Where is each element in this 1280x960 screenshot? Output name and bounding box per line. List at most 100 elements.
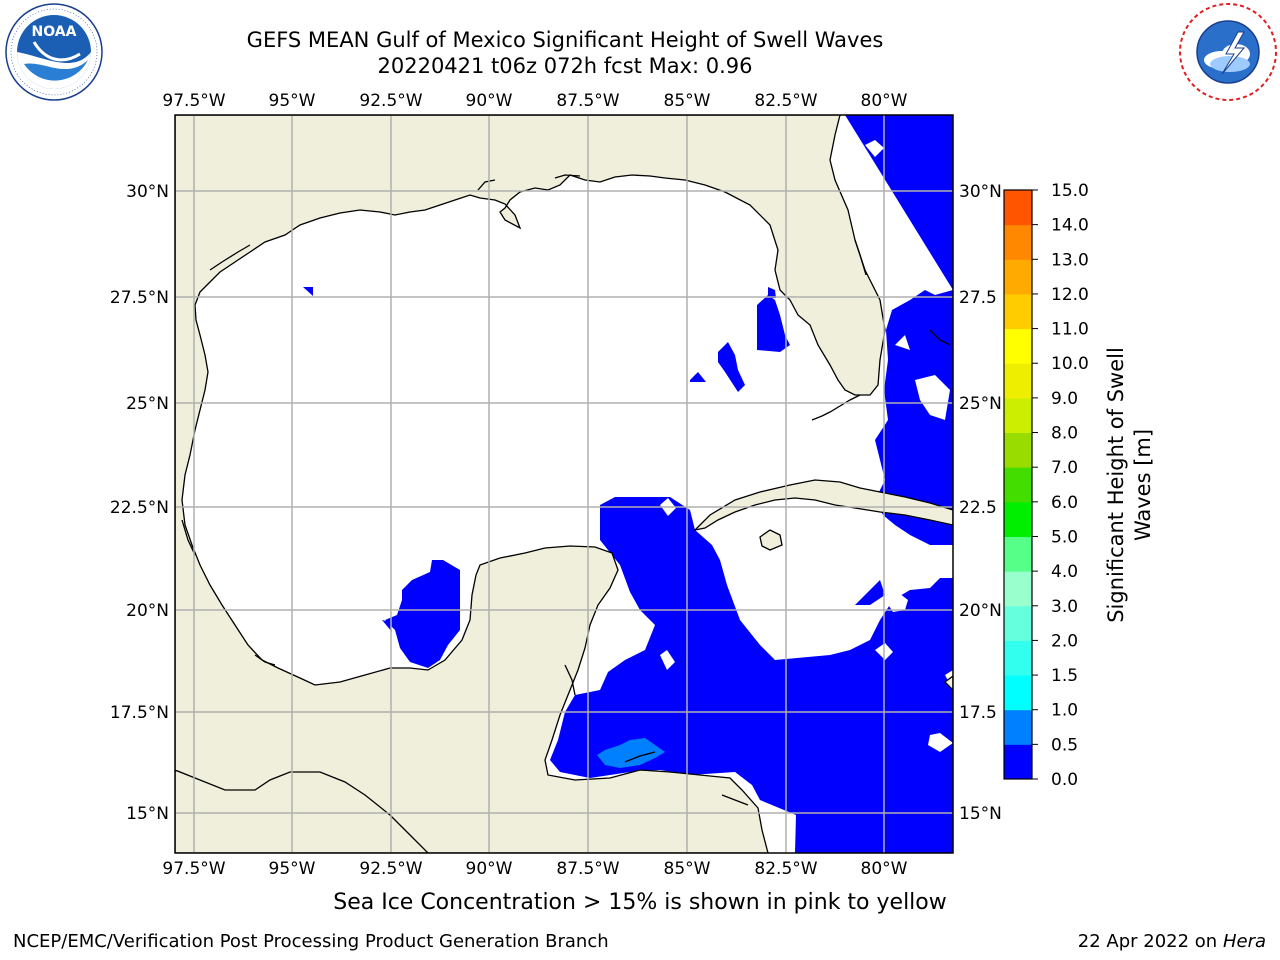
lon-label: 82.5°W xyxy=(754,859,817,879)
lat-label: 22.5 xyxy=(959,498,997,518)
colorbar-tick-label: 11.0 xyxy=(1051,320,1089,340)
colorbar-tick-label: 14.0 xyxy=(1051,216,1089,236)
lon-label: 92.5°W xyxy=(359,859,422,879)
lat-labels-right: 30°N 27.5 25°N 22.5 20°N 17.5 15°N xyxy=(959,182,1002,824)
lat-label: 17.5°N xyxy=(110,703,169,723)
lon-label: 97.5°W xyxy=(162,859,225,879)
land xyxy=(175,115,953,853)
sea-ice-note: Sea Ice Concentration > 15% is shown in … xyxy=(333,890,947,915)
lon-label: 97.5°W xyxy=(162,91,225,111)
lon-label: 95°W xyxy=(269,859,316,879)
colorbar-segment xyxy=(1004,709,1032,745)
colorbar-tick-label: 10.0 xyxy=(1051,354,1089,374)
land-north-america xyxy=(175,115,886,853)
colorbar-tick-label: 15.0 xyxy=(1051,181,1089,201)
lon-labels-bottom: 97.5°W 95°W 92.5°W 90°W 87.5°W 85°W 82.5… xyxy=(162,859,907,879)
swell-region-yucatan-west xyxy=(385,560,460,668)
colorbar-segment xyxy=(1004,571,1032,607)
lon-label: 85°W xyxy=(664,91,711,111)
noaa-logo: NOAA xyxy=(5,3,103,101)
lon-label: 82.5°W xyxy=(754,91,817,111)
footer-host: Hera xyxy=(1222,931,1266,952)
swell-patch-gulf-mid xyxy=(718,342,745,392)
graticule xyxy=(175,115,953,853)
colorbar-tick-label: 0.5 xyxy=(1051,735,1078,755)
footer-date-text: 22 Apr 2022 on xyxy=(1077,931,1223,952)
swell-patch-gulf-nw xyxy=(303,287,313,296)
colorbar-label-line1: Significant Height of Swell xyxy=(1104,347,1128,623)
noaa-logo-text: NOAA xyxy=(32,24,77,40)
lon-label: 87.5°W xyxy=(556,859,619,879)
lat-label: 30°N xyxy=(959,182,1002,202)
colorbar-tick-label: 0.0 xyxy=(1051,770,1078,790)
land-hispaniola-edge xyxy=(944,675,953,691)
colorbar-segment xyxy=(1004,190,1032,226)
lat-label: 20°N xyxy=(959,601,1002,621)
colorbar-segment xyxy=(1004,536,1032,572)
lat-label: 20°N xyxy=(126,601,169,621)
colorbar-segment xyxy=(1004,328,1032,364)
lat-label: 17.5 xyxy=(959,703,997,723)
colorbar-segment xyxy=(1004,605,1032,641)
lon-label: 87.5°W xyxy=(556,91,619,111)
swell-region-caribbean xyxy=(550,497,953,853)
colorbar-tick-label: 7.0 xyxy=(1051,458,1078,478)
land-cuba xyxy=(693,479,953,532)
colorbar-tick-label: 8.0 xyxy=(1051,424,1078,444)
colorbar-segment xyxy=(1004,259,1032,295)
swell-patch-gulf-small xyxy=(690,372,706,382)
colorbar xyxy=(1003,189,1033,780)
lon-label: 90°W xyxy=(466,91,513,111)
lat-label: 27.5 xyxy=(959,288,997,308)
swell-region-east-atlantic xyxy=(845,115,953,545)
colorbar-segment xyxy=(1004,501,1032,537)
swell-region-honduras-light xyxy=(597,738,665,768)
colorbar-tick-label: 4.0 xyxy=(1051,562,1078,582)
colorbar-tick-label: 1.0 xyxy=(1051,701,1078,721)
lon-label: 80°W xyxy=(861,859,908,879)
colorbar-tick-label: 9.0 xyxy=(1051,389,1078,409)
footer-credit: NCEP/EMC/Verification Post Processing Pr… xyxy=(13,931,609,952)
colorbar-segment xyxy=(1004,397,1032,434)
map-frame xyxy=(174,114,954,854)
lon-label: 85°W xyxy=(664,859,711,879)
lat-labels-left: 30°N 27.5°N 25°N 22.5°N 20°N 17.5°N 15°N xyxy=(110,182,169,824)
lat-label: 15°N xyxy=(959,804,1002,824)
colorbar-segment xyxy=(1004,363,1032,399)
colorbar-tick-label: 1.5 xyxy=(1051,666,1078,686)
swell-patch-gulf-east xyxy=(757,295,790,352)
colorbar-frame xyxy=(1003,189,1033,780)
lon-label: 90°W xyxy=(466,859,513,879)
swell-patch-gulf-nw2 xyxy=(768,287,776,298)
swell-patch-bay-campeche xyxy=(382,620,392,632)
lon-label: 80°W xyxy=(861,91,908,111)
coastline-details xyxy=(181,174,951,806)
lat-label: 22.5°N xyxy=(110,498,169,518)
lon-label: 92.5°W xyxy=(359,91,422,111)
colorbar-tick-label: 2.0 xyxy=(1051,631,1078,651)
colorbar-tick-label: 12.0 xyxy=(1051,285,1089,305)
colorbar-segment xyxy=(1004,744,1032,780)
lat-label: 15°N xyxy=(126,804,169,824)
land-isla-juventud xyxy=(759,529,783,551)
lat-label: 27.5°N xyxy=(110,288,169,308)
footer-date: 22 Apr 2022 on Hera xyxy=(1078,931,1266,952)
map-subtitle: 20220421 t06z 072h fcst Max: 0.96 xyxy=(377,54,753,78)
lon-label: 95°W xyxy=(269,91,316,111)
nws-logo xyxy=(1179,3,1277,101)
colorbar-segment xyxy=(1004,293,1032,330)
lon-labels-top: 97.5°W 95°W 92.5°W 90°W 87.5°W 85°W 82.5… xyxy=(162,91,907,111)
lat-label: 30°N xyxy=(126,182,169,202)
colorbar-segment xyxy=(1004,467,1032,503)
colorbar-segment xyxy=(1004,432,1032,468)
colorbar-segment xyxy=(1004,224,1032,260)
colorbar-segment xyxy=(1004,640,1032,676)
colorbar-tick-label: 13.0 xyxy=(1051,250,1089,270)
colorbar-tick-label: 6.0 xyxy=(1051,493,1078,513)
colorbar-segment xyxy=(1004,675,1032,711)
colorbar-tick-label: 5.0 xyxy=(1051,527,1078,547)
colorbar-tick-label: 3.0 xyxy=(1051,597,1078,617)
colorbar-label-line2: Waves [m] xyxy=(1131,429,1155,541)
lat-label: 25°N xyxy=(126,394,169,414)
